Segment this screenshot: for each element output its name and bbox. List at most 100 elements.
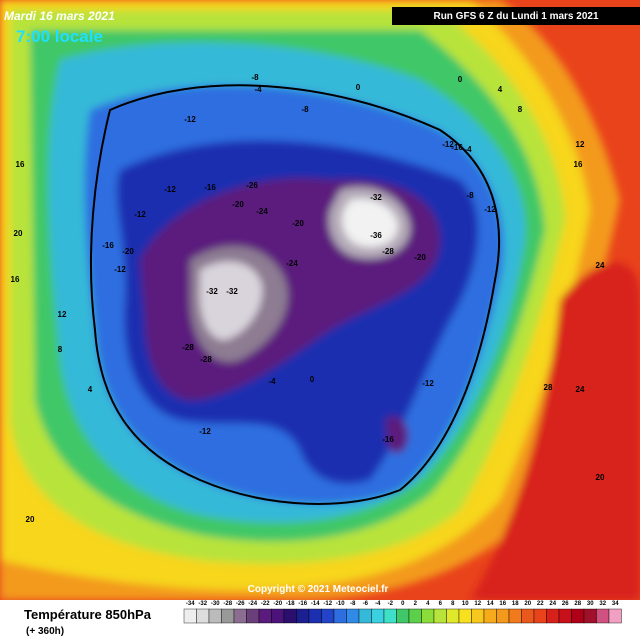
legend-swatch: [358, 608, 372, 624]
legend-tick-label: 34: [612, 601, 619, 607]
run-box: [392, 7, 640, 25]
legend-tick-label: 14: [487, 601, 494, 607]
map-label: -20: [232, 200, 244, 209]
map-label: -26: [246, 181, 258, 190]
map-label: -16: [204, 183, 216, 192]
map-label: -24: [286, 259, 298, 268]
legend-swatch: [221, 608, 235, 624]
legend-swatch: [371, 608, 385, 624]
run-label: Run GFS 6 Z du Lundi 1 mars 2021: [433, 11, 598, 22]
map-label: 20: [596, 473, 605, 482]
map-label: 8: [518, 105, 523, 114]
map-label: 24: [596, 261, 605, 270]
legend-tick-label: -28: [223, 601, 232, 607]
legend-tick-label: -20: [273, 601, 282, 607]
legend-swatch: [183, 608, 197, 624]
legend-tick-label: 26: [562, 601, 569, 607]
legend-swatch: [546, 608, 560, 624]
map-label: -24: [256, 207, 268, 216]
legend-swatch: [583, 608, 597, 624]
legend-swatch: [596, 608, 610, 624]
legend-swatch: [446, 608, 460, 624]
map-label: -8: [251, 73, 259, 82]
legend-swatch: [271, 608, 285, 624]
map-label: -8: [466, 191, 474, 200]
legend-tick-label: 10: [462, 601, 469, 607]
legend-swatch: [396, 608, 410, 624]
map-label: -28: [182, 343, 194, 352]
legend-swatch: [608, 608, 622, 624]
map-labels: -8-4 0-8-12-16-12 -16 -26-20-24-20-32-36-28…: [11, 73, 605, 524]
footer-horizon: (+ 360h): [26, 626, 64, 637]
legend-tick-label: -14: [311, 601, 320, 607]
map-label: -32: [206, 287, 218, 296]
legend-tick-label: -24: [248, 601, 257, 607]
legend-tick-label: 22: [537, 601, 544, 607]
legend-tick-label: 0: [401, 601, 405, 607]
map-label: -4: [464, 145, 472, 154]
map-label: -28: [382, 247, 394, 256]
map-label: -12: [442, 140, 454, 149]
date-label: Mardi 16 mars 2021: [4, 9, 115, 23]
legend-tick-label: -6: [363, 601, 369, 607]
legend-tick-label: -10: [336, 601, 345, 607]
map-label: -12: [134, 210, 146, 219]
map-label: -16: [102, 241, 114, 250]
legend-tick-label: 16: [499, 601, 506, 607]
legend-swatch: [333, 608, 347, 624]
map-label: 12: [58, 310, 67, 319]
legend-swatch: [258, 608, 272, 624]
map-label: -12: [422, 379, 434, 388]
legend-tick-label: 6: [439, 601, 443, 607]
map-label: -16: [382, 435, 394, 444]
map-label: -20: [292, 219, 304, 228]
legend-swatch: [246, 608, 260, 624]
map-label: -4: [254, 85, 262, 94]
legend-swatch: [383, 608, 397, 624]
legend-swatch: [571, 608, 585, 624]
legend-swatch: [408, 608, 422, 624]
map-label: -20: [122, 247, 134, 256]
map-label: 20: [14, 229, 23, 238]
legend-swatch: [458, 608, 472, 624]
legend-tick-label: -22: [261, 601, 270, 607]
map-label: -28: [200, 355, 212, 364]
legend-tick-label: 12: [474, 601, 481, 607]
legend-tick-label: 4: [426, 601, 430, 607]
legend-swatch: [196, 608, 210, 624]
temperature-field: [0, 0, 640, 600]
legend-tick-label: -16: [298, 601, 307, 607]
legend-swatch: [296, 608, 310, 624]
legend-swatch: [558, 608, 572, 624]
map-label: 4: [498, 85, 503, 94]
legend-tick-label: -18: [286, 601, 295, 607]
map-label: 4: [88, 385, 93, 394]
legend-swatch: [508, 608, 522, 624]
legend-tick-label: 24: [549, 601, 556, 607]
map-label: 24: [576, 385, 585, 394]
map-label: -32: [370, 193, 382, 202]
contour-zero: [89, 84, 500, 505]
map-label: -12: [184, 115, 196, 124]
legend-swatch: [308, 608, 322, 624]
time-label: 7:00 locale: [16, 27, 103, 46]
legend-tick-label: -26: [236, 601, 245, 607]
map-label: 0: [356, 83, 361, 92]
map-label: 12: [576, 140, 585, 149]
map-label: 28: [544, 383, 553, 392]
legend-swatch: [321, 608, 335, 624]
legend-swatch: [471, 608, 485, 624]
map-label: -12: [164, 185, 176, 194]
legend-tick-label: -34: [186, 601, 195, 607]
legend-tick-label: 8: [451, 601, 455, 607]
map-label: 20: [26, 515, 35, 524]
legend-swatch: [533, 608, 547, 624]
map-label: -12: [484, 205, 496, 214]
map-label: 16: [11, 275, 20, 284]
legend-swatch: [346, 608, 360, 624]
legend-swatch: [433, 608, 447, 624]
map-label: 16: [16, 160, 25, 169]
copyright: Copyright © 2021 Meteociel.fr: [248, 584, 389, 595]
